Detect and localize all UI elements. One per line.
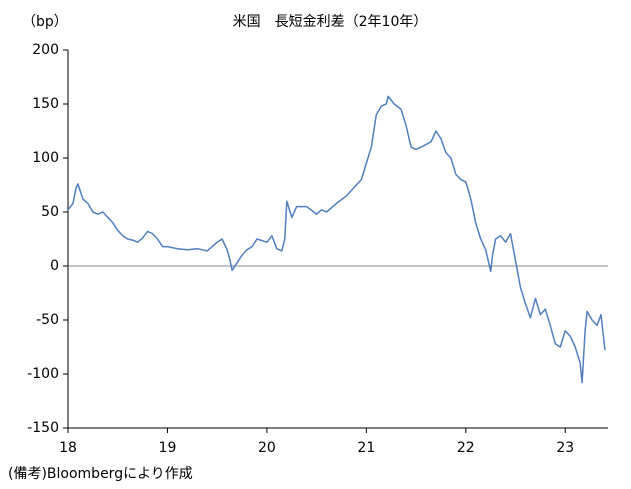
- chart-title: 米国 長短金利差（2年10年）: [233, 14, 428, 30]
- y-axis-label: （bp）: [22, 14, 68, 30]
- y-tick-label: 50: [41, 204, 59, 220]
- y-tick-label: 0: [50, 258, 59, 274]
- y-tick-label: -50: [36, 312, 59, 328]
- x-tick-label: 22: [457, 440, 475, 456]
- note: (備考)Bloombergにより作成: [8, 466, 193, 482]
- y-tick-label: -150: [27, 420, 59, 436]
- x-tick-label: 18: [59, 440, 77, 456]
- x-tick-label: 21: [357, 440, 375, 456]
- y-tick-label: 200: [32, 42, 59, 58]
- y-tick-label: 100: [32, 150, 59, 166]
- line-series: [67, 95, 606, 384]
- x-tick-label: 23: [556, 440, 574, 456]
- y-tick-label: -100: [27, 366, 59, 382]
- y-tick-label: 150: [32, 96, 59, 112]
- x-tick-label: 19: [159, 440, 177, 456]
- x-tick-label: 20: [258, 440, 276, 456]
